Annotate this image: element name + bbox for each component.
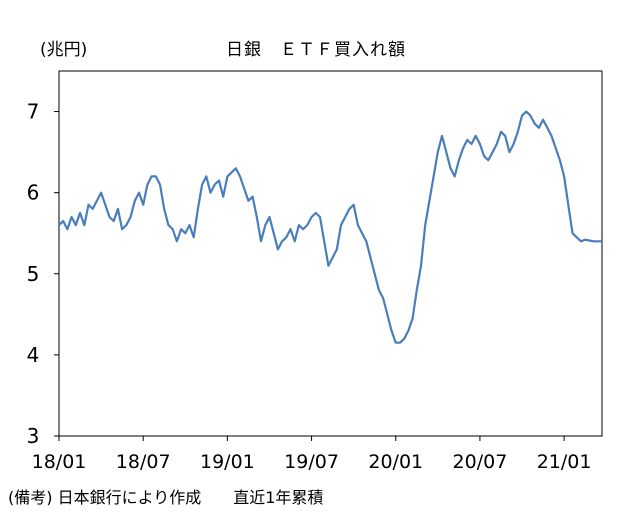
y-tick-label: 5 (27, 262, 40, 286)
y-tick-label: 6 (27, 181, 40, 205)
chart-title: 日銀 ＥＴＦ買入れ額 (226, 40, 406, 60)
source-note: (備考) 日本銀行により作成 直近1年累積 (8, 488, 324, 507)
x-tick-label: 18/07 (116, 451, 171, 473)
x-axis-ticks: 18/01 18/07 19/01 19/07 20/01 20/07 21/01 (32, 436, 592, 473)
y-axis-ticks: 3 4 5 6 7 (27, 100, 59, 448)
x-tick-label: 19/07 (284, 451, 339, 473)
x-tick-label: 19/01 (200, 451, 255, 473)
x-tick-label: 21/01 (537, 451, 592, 473)
series-line (58, 110, 602, 344)
plot-area-frame (58, 70, 603, 437)
y-tick-label: 4 (27, 343, 40, 367)
y-axis-unit-label: (兆円) (40, 40, 88, 60)
x-tick-label: 20/07 (453, 451, 508, 473)
x-tick-label: 18/01 (32, 451, 87, 473)
y-tick-label: 3 (27, 424, 40, 448)
x-tick-label: 20/01 (368, 451, 423, 473)
y-tick-label: 7 (27, 100, 40, 124)
